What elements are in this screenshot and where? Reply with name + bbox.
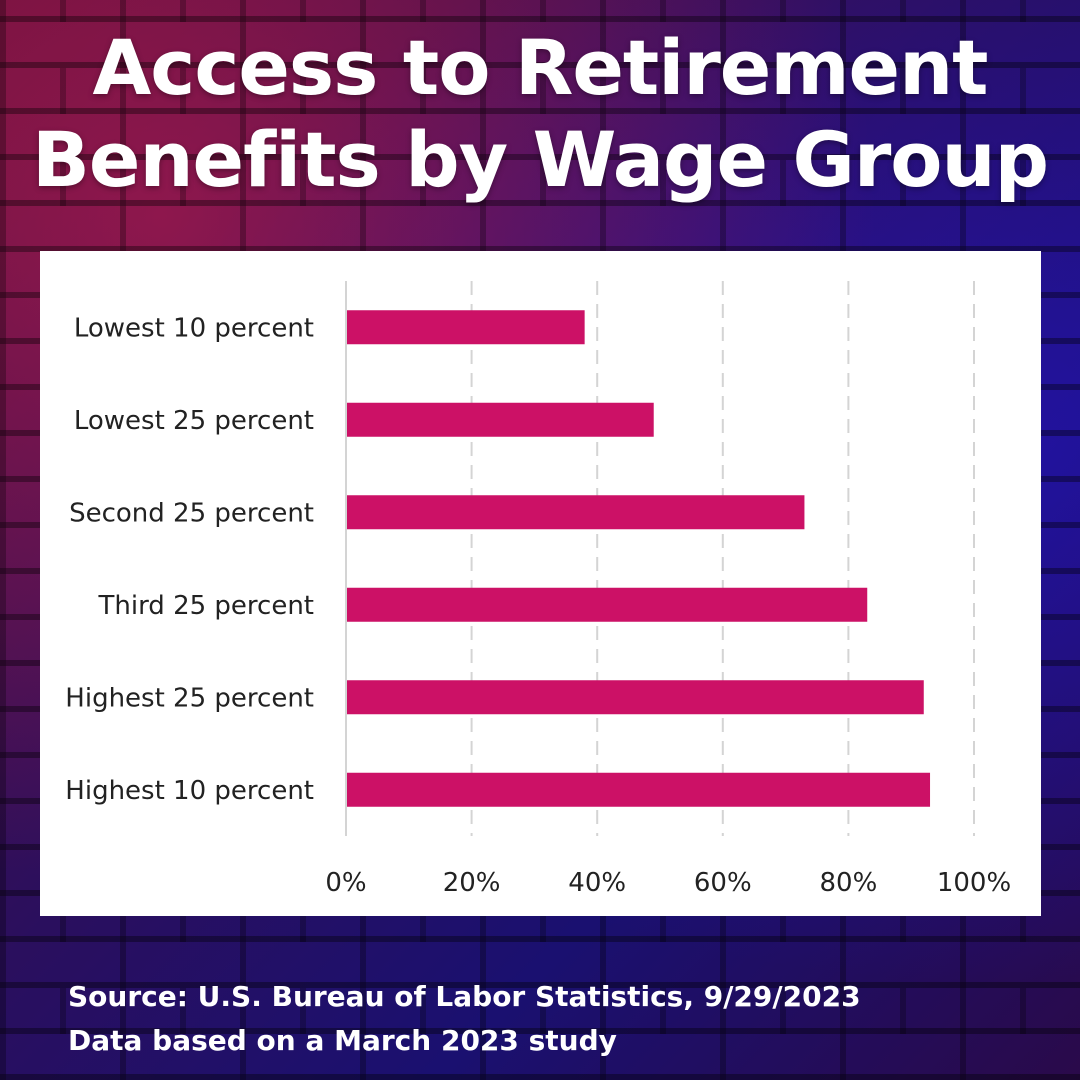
x-tick-label-60: 60%: [694, 868, 752, 898]
title-line-2: Benefits by Wage Group: [31, 115, 1049, 204]
x-tick-label-100: 100%: [937, 868, 1011, 898]
bar-lowest-25-percent: [347, 402, 654, 437]
chart-title: Access to Retirement Benefits by Wage Gr…: [0, 22, 1080, 206]
category-label: Highest 10 percent: [65, 776, 314, 806]
bar-third-25-percent: [347, 587, 868, 622]
category-label: Highest 25 percent: [65, 683, 314, 713]
x-tick-label-40: 40%: [568, 868, 626, 898]
bar-highest-10-percent: [347, 772, 931, 807]
x-tick-label-0: 0%: [325, 868, 366, 898]
bar-chart: 0% 20% 40% 60% 80% 100% Lowest 10 percent Lowes…: [65, 281, 1011, 898]
bar-second-25-percent: [347, 495, 805, 530]
category-label: Lowest 10 percent: [74, 313, 314, 343]
chart-panel: 0% 20% 40% 60% 80% 100% Lowest 10 percent Lowes…: [40, 251, 1041, 916]
bar-highest-25-percent: [347, 680, 924, 715]
study-note: Data based on a March 2023 study: [68, 1024, 617, 1057]
source-line: Source: U.S. Bureau of Labor Statistics,…: [68, 980, 861, 1013]
category-label: Third 25 percent: [97, 591, 314, 621]
category-label: Second 25 percent: [69, 498, 314, 528]
category-label: Lowest 25 percent: [74, 406, 314, 436]
bar-lowest-10-percent: [347, 310, 585, 345]
x-tick-label-20: 20%: [443, 868, 501, 898]
source-notes: Source: U.S. Bureau of Labor Statistics,…: [68, 975, 861, 1063]
title-line-1: Access to Retirement: [92, 23, 988, 112]
x-tick-label-80: 80%: [820, 868, 878, 898]
